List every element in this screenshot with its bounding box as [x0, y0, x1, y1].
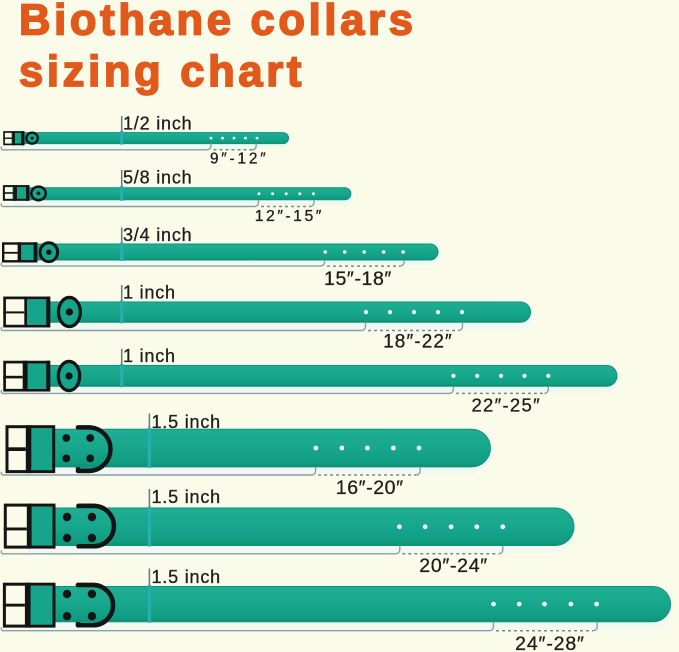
- svg-text:22″-25″: 22″-25″: [471, 394, 541, 415]
- svg-text:1.5 inch: 1.5 inch: [152, 412, 221, 432]
- svg-text:1 inch: 1 inch: [123, 346, 176, 366]
- svg-text:18″-22″: 18″-22″: [383, 332, 453, 353]
- svg-text:24″-28″: 24″-28″: [515, 633, 585, 652]
- svg-text:1.5 inch: 1.5 inch: [152, 567, 221, 587]
- svg-text:15″-18″: 15″-18″: [324, 268, 392, 290]
- svg-text:3/4 inch: 3/4 inch: [123, 225, 192, 245]
- svg-text:Biothane collars: Biothane collars: [19, 0, 417, 45]
- svg-text:1 inch: 1 inch: [123, 282, 176, 302]
- svg-text:1.5 inch: 1.5 inch: [152, 487, 221, 507]
- svg-text:9″-12″: 9″-12″: [210, 150, 269, 167]
- svg-text:sizing chart: sizing chart: [19, 48, 305, 96]
- svg-text:20″-24″: 20″-24″: [419, 555, 488, 577]
- svg-text:1/2 inch: 1/2 inch: [123, 114, 192, 134]
- svg-text:12″-15″: 12″-15″: [255, 208, 324, 225]
- svg-text:5/8 inch: 5/8 inch: [123, 168, 192, 188]
- svg-text:16″-20″: 16″-20″: [336, 477, 404, 499]
